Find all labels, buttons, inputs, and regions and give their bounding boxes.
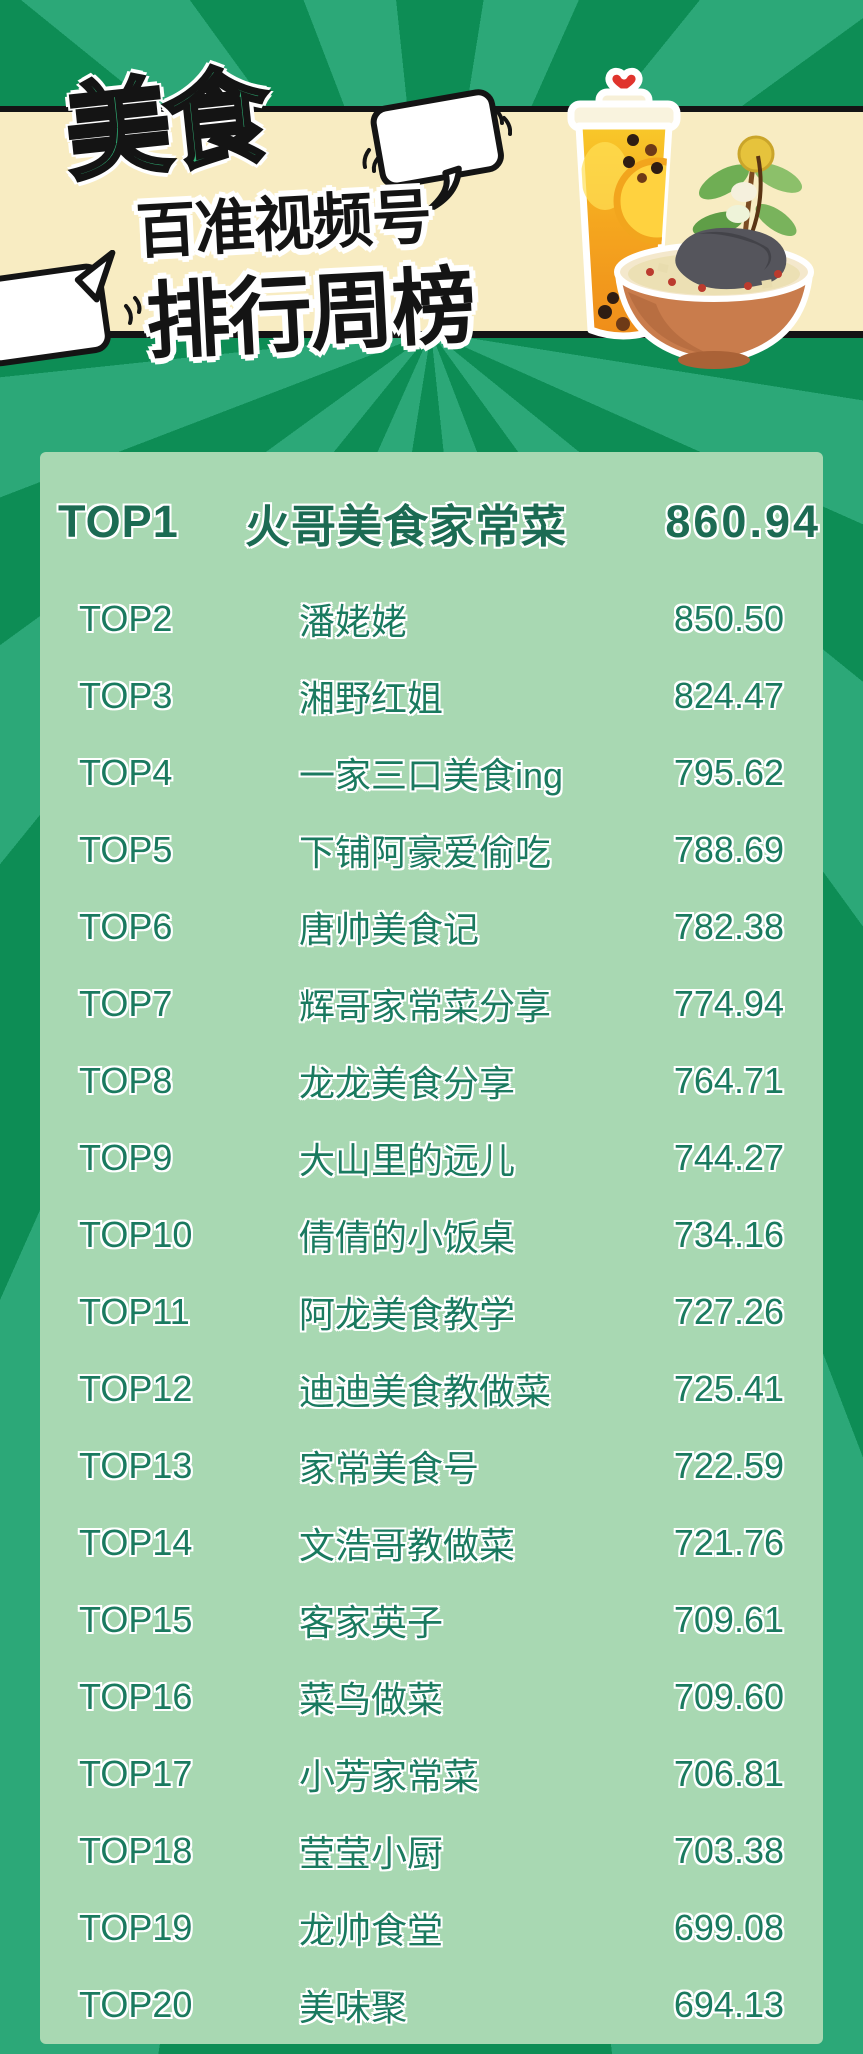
score-value: 703.38 [673,1829,784,1871]
speech-bubble-icon [0,250,142,367]
account-name: 阿龙美食教学 [299,1293,516,1335]
table-row: TOP3 湘野红姐 824.47 [40,657,823,734]
rank-label: TOP13 [79,1444,193,1486]
table-row: TOP4 一家三口美食ing 795.62 [40,734,823,811]
rank-label: TOP15 [79,1598,193,1640]
account-name: 下铺阿豪爱偷吃 [299,831,552,873]
score-value: 788.69 [673,828,784,870]
account-name: 唐帅美食记 [299,908,480,950]
table-row: TOP2 潘姥姥 850.50 [40,580,823,657]
rank-label: TOP10 [79,1213,193,1255]
bubble-tea-icon [567,67,681,340]
rank-label: TOP7 [79,982,173,1024]
rank-label: TOP6 [79,905,173,947]
table-row: TOP10 倩倩的小饭桌 734.16 [40,1196,823,1273]
rank-label: TOP17 [79,1752,193,1794]
garnish [692,135,803,245]
table-row-top1: TOP1 火哥美食家常菜 860.94 [58,490,821,554]
score-value: 860.94 [665,496,821,547]
score-value: 774.94 [673,982,784,1024]
score-value: 699.08 [673,1906,784,1948]
table-row: TOP16 菜鸟做菜 709.60 [40,1658,823,1735]
account-name: 家常美食号 [299,1447,480,1489]
table-row: TOP11 阿龙美食教学 727.26 [40,1273,823,1350]
table-row: TOP13 家常美食号 722.59 [40,1427,823,1504]
soup-bowl-icon [614,135,814,369]
account-name: 湘野红姐 [299,677,444,719]
leaderboard-rows: TOP2 潘姥姥 850.50 TOP3 湘野红姐 824.47 TOP4 一家… [40,580,823,2043]
score-value: 722.59 [673,1444,784,1486]
score-value: 709.60 [673,1675,784,1717]
score-value: 694.13 [673,1983,784,2025]
score-value: 734.16 [673,1213,784,1255]
table-row: TOP9 大山里的远儿 744.27 [40,1119,823,1196]
table-row: TOP5 下铺阿豪爱偷吃 788.69 [40,811,823,888]
table-row: TOP14 文浩哥教做菜 721.76 [40,1504,823,1581]
account-name: 龙龙美食分享 [299,1062,516,1104]
rank-label: TOP11 [79,1290,190,1332]
account-name: 迪迪美食教做菜 [299,1370,552,1412]
score-value: 744.27 [673,1136,784,1178]
account-name: 潘姥姥 [299,600,408,642]
speech-bubble-icon [362,89,512,213]
account-name: 文浩哥教做菜 [299,1524,516,1566]
table-row: TOP7 辉哥家常菜分享 774.94 [40,965,823,1042]
account-name: 菜鸟做菜 [299,1678,444,1720]
score-value: 795.62 [673,751,784,793]
table-row: TOP12 迪迪美食教做菜 725.41 [40,1350,823,1427]
rank-label: TOP20 [79,1983,193,2025]
rank-label: TOP3 [79,674,173,716]
table-row: TOP6 唐帅美食记 782.38 [40,888,823,965]
page-title-food: 美食 [58,56,273,196]
score-value: 709.61 [673,1598,784,1640]
score-value: 764.71 [673,1059,784,1101]
rank-label: TOP4 [79,751,173,793]
account-name: 小芳家常菜 [299,1755,480,1797]
rank-label: TOP2 [79,597,173,639]
rank-label: TOP19 [79,1906,193,1948]
account-name: 美味聚 [299,1986,408,2028]
score-value: 706.81 [673,1752,784,1794]
page-title-weekly-ranking: 排行周榜 [143,258,477,370]
account-name: 辉哥家常菜分享 [299,985,552,1027]
score-value: 725.41 [673,1367,784,1409]
rank-label: TOP16 [79,1675,193,1717]
account-name: 一家三口美食ing [299,754,564,796]
rank-label: TOP9 [79,1136,173,1178]
table-row: TOP19 龙帅食堂 699.08 [40,1889,823,1966]
score-value: 782.38 [673,905,784,947]
table-row: TOP20 美味聚 694.13 [40,1966,823,2043]
rank-label: TOP18 [79,1829,193,1871]
rank-label: TOP5 [79,828,173,870]
table-row: TOP18 莹莹小厨 703.38 [40,1812,823,1889]
account-name: 倩倩的小饭桌 [299,1216,516,1258]
table-row: TOP15 客家英子 709.61 [40,1581,823,1658]
score-value: 824.47 [673,674,784,716]
score-value: 721.76 [673,1521,784,1563]
account-name: 龙帅食堂 [299,1909,444,1951]
table-row: TOP8 龙龙美食分享 764.71 [40,1042,823,1119]
account-name: 火哥美食家常菜 [245,500,568,552]
rank-label: TOP14 [79,1521,193,1563]
rank-label: TOP12 [79,1367,193,1409]
account-name: 大山里的远儿 [299,1139,516,1181]
score-value: 727.26 [673,1290,784,1332]
table-row: TOP17 小芳家常菜 706.81 [40,1735,823,1812]
leaderboard-panel: TOP1 火哥美食家常菜 860.94 TOP2 潘姥姥 850.50 TOP3… [40,452,823,2044]
account-name: 莹莹小厨 [299,1832,444,1874]
rank-label: TOP1 [58,496,179,547]
rank-label: TOP8 [79,1059,173,1101]
score-value: 850.50 [673,597,784,639]
account-name: 客家英子 [299,1601,444,1643]
